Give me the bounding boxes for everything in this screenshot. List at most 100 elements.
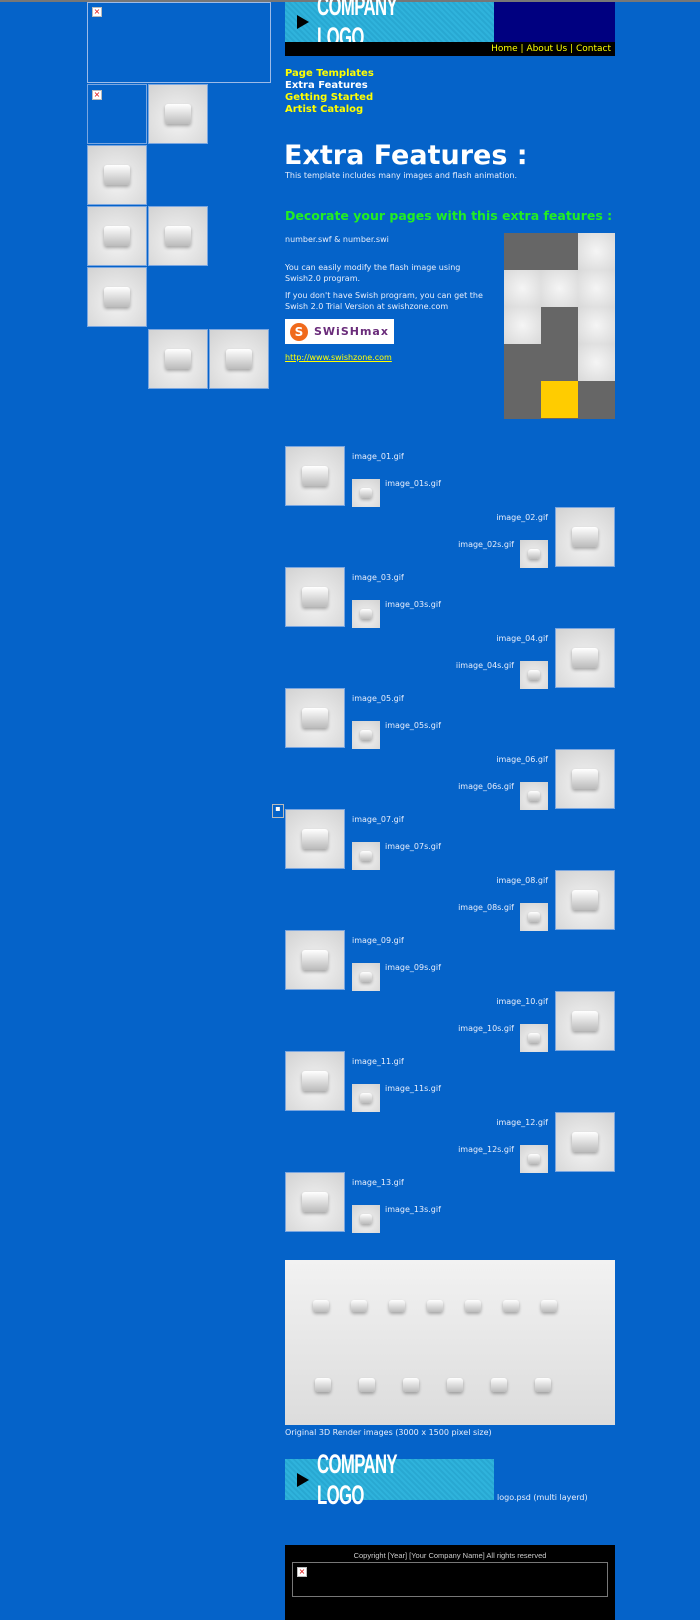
3d-object-icon — [302, 949, 328, 971]
image-big — [285, 446, 345, 506]
image-small — [520, 540, 548, 568]
image-big — [285, 567, 345, 627]
render-object-icon — [535, 1378, 551, 1392]
image-big — [555, 870, 615, 930]
left-tile-image — [87, 145, 147, 205]
menu-page-templates[interactable]: Page Templates — [285, 68, 374, 79]
image-small-label: image_13s.gif — [385, 1205, 441, 1214]
flash-animation[interactable] — [504, 233, 615, 419]
render-object-icon — [389, 1300, 405, 1312]
top-border — [0, 0, 700, 2]
left-tile-image — [148, 329, 208, 389]
3d-object-icon — [528, 1154, 540, 1164]
image-small — [352, 963, 380, 991]
image-small-label: iimage_04s.gif — [455, 661, 514, 670]
page-title: Extra Features : — [284, 140, 528, 171]
image-small-label: image_10s.gif — [458, 1024, 514, 1033]
render-object-icon — [491, 1378, 507, 1392]
image-big — [285, 930, 345, 990]
swish-s-icon: S — [290, 322, 308, 341]
3d-object-icon — [572, 1131, 598, 1153]
render-object-icon — [541, 1300, 557, 1312]
image-big-label: image_11.gif — [352, 1057, 404, 1066]
animation-highlight-cell — [541, 381, 578, 418]
image-big-label: image_01.gif — [352, 452, 404, 461]
3d-object-icon — [360, 851, 372, 861]
play-icon — [297, 15, 309, 29]
menu-getting-started[interactable]: Getting Started — [285, 92, 374, 103]
render-object-icon — [447, 1378, 463, 1392]
image-big — [555, 1112, 615, 1172]
animation-image-cell — [541, 270, 578, 307]
footer: Copyright [Year] [Your Company Name] All… — [285, 1545, 615, 1620]
image-small-label: image_05s.gif — [385, 721, 441, 730]
3d-object-icon — [528, 1033, 540, 1043]
3d-object-icon — [360, 488, 372, 498]
image-small — [520, 1024, 548, 1052]
3d-object-icon — [572, 768, 598, 790]
image-small — [352, 721, 380, 749]
menu-extra-features[interactable]: Extra Features — [285, 80, 368, 91]
3d-object-icon — [302, 1070, 328, 1092]
image-small-label: image_11s.gif — [385, 1084, 441, 1093]
image-small-label: image_01s.gif — [385, 479, 441, 488]
3d-object-icon — [360, 730, 372, 740]
image-small-label: image_09s.gif — [385, 963, 441, 972]
flash-placeholder-top: × — [87, 2, 271, 83]
header-dark-panel — [494, 2, 615, 42]
menu-artist-catalog[interactable]: Artist Catalog — [285, 104, 364, 115]
logo-caption: logo.psd (multi layerd) — [497, 1493, 588, 1502]
3d-object-icon — [528, 549, 540, 559]
image-small-label: image_03s.gif — [385, 600, 441, 609]
animation-image-cell — [578, 270, 615, 307]
3d-object-icon — [360, 609, 372, 619]
3d-object-icon — [572, 647, 598, 669]
render-object-icon — [427, 1300, 443, 1312]
nav-about-us[interactable]: About Us — [526, 44, 568, 54]
image-small — [352, 842, 380, 870]
image-big — [555, 507, 615, 567]
image-small — [520, 1145, 548, 1173]
3d-object-icon — [360, 1093, 372, 1103]
company-logo[interactable]: COMPANY LOGO — [285, 0, 494, 52]
left-tile-image — [209, 329, 269, 389]
animation-image-cell — [504, 307, 541, 344]
image-big — [555, 749, 615, 809]
left-placeholder: × — [87, 84, 147, 144]
image-big-label: image_09.gif — [352, 936, 404, 945]
image-small-label: image_07s.gif — [385, 842, 441, 851]
image-big-label: image_13.gif — [352, 1178, 404, 1187]
animation-image-cell — [578, 307, 615, 344]
render-object-icon — [351, 1300, 367, 1312]
image-small-label: image_12s.gif — [458, 1145, 514, 1154]
3d-object-icon — [528, 912, 540, 922]
3d-object-icon — [302, 465, 328, 487]
render-object-icon — [403, 1378, 419, 1392]
image-big-label: image_02.gif — [496, 513, 548, 522]
swish-logo[interactable]: S SWiSHmax — [285, 319, 394, 344]
swishzone-link[interactable]: http://www.swishzone.com — [285, 353, 392, 362]
nav-home[interactable]: Home — [491, 44, 518, 54]
3d-object-icon — [572, 1010, 598, 1032]
nav-contact[interactable]: Contact — [575, 44, 611, 54]
image-big-label: image_10.gif — [496, 997, 548, 1006]
3d-object-icon — [302, 707, 328, 729]
3d-object-icon — [165, 225, 191, 247]
image-small-label: image_02s.gif — [458, 540, 514, 549]
image-big — [285, 1051, 345, 1111]
image-small-label: image_08s.gif — [458, 903, 514, 912]
render-object-icon — [359, 1378, 375, 1392]
left-tile-image — [87, 206, 147, 266]
section-heading: Decorate your pages with this extra feat… — [285, 208, 613, 223]
flash-files: number.swf & number.swi — [285, 235, 389, 244]
3d-object-icon — [360, 972, 372, 982]
3d-object-icon — [572, 889, 598, 911]
company-logo-psd: COMPANY LOGO — [285, 1449, 494, 1510]
render-preview — [285, 1260, 615, 1425]
image-small — [352, 600, 380, 628]
para-trial: If you don't have Swish program, you can… — [285, 291, 483, 311]
3d-object-icon — [302, 828, 328, 850]
3d-object-icon — [104, 225, 130, 247]
page-subtitle: This template includes many images and f… — [285, 171, 517, 180]
render-object-icon — [465, 1300, 481, 1312]
